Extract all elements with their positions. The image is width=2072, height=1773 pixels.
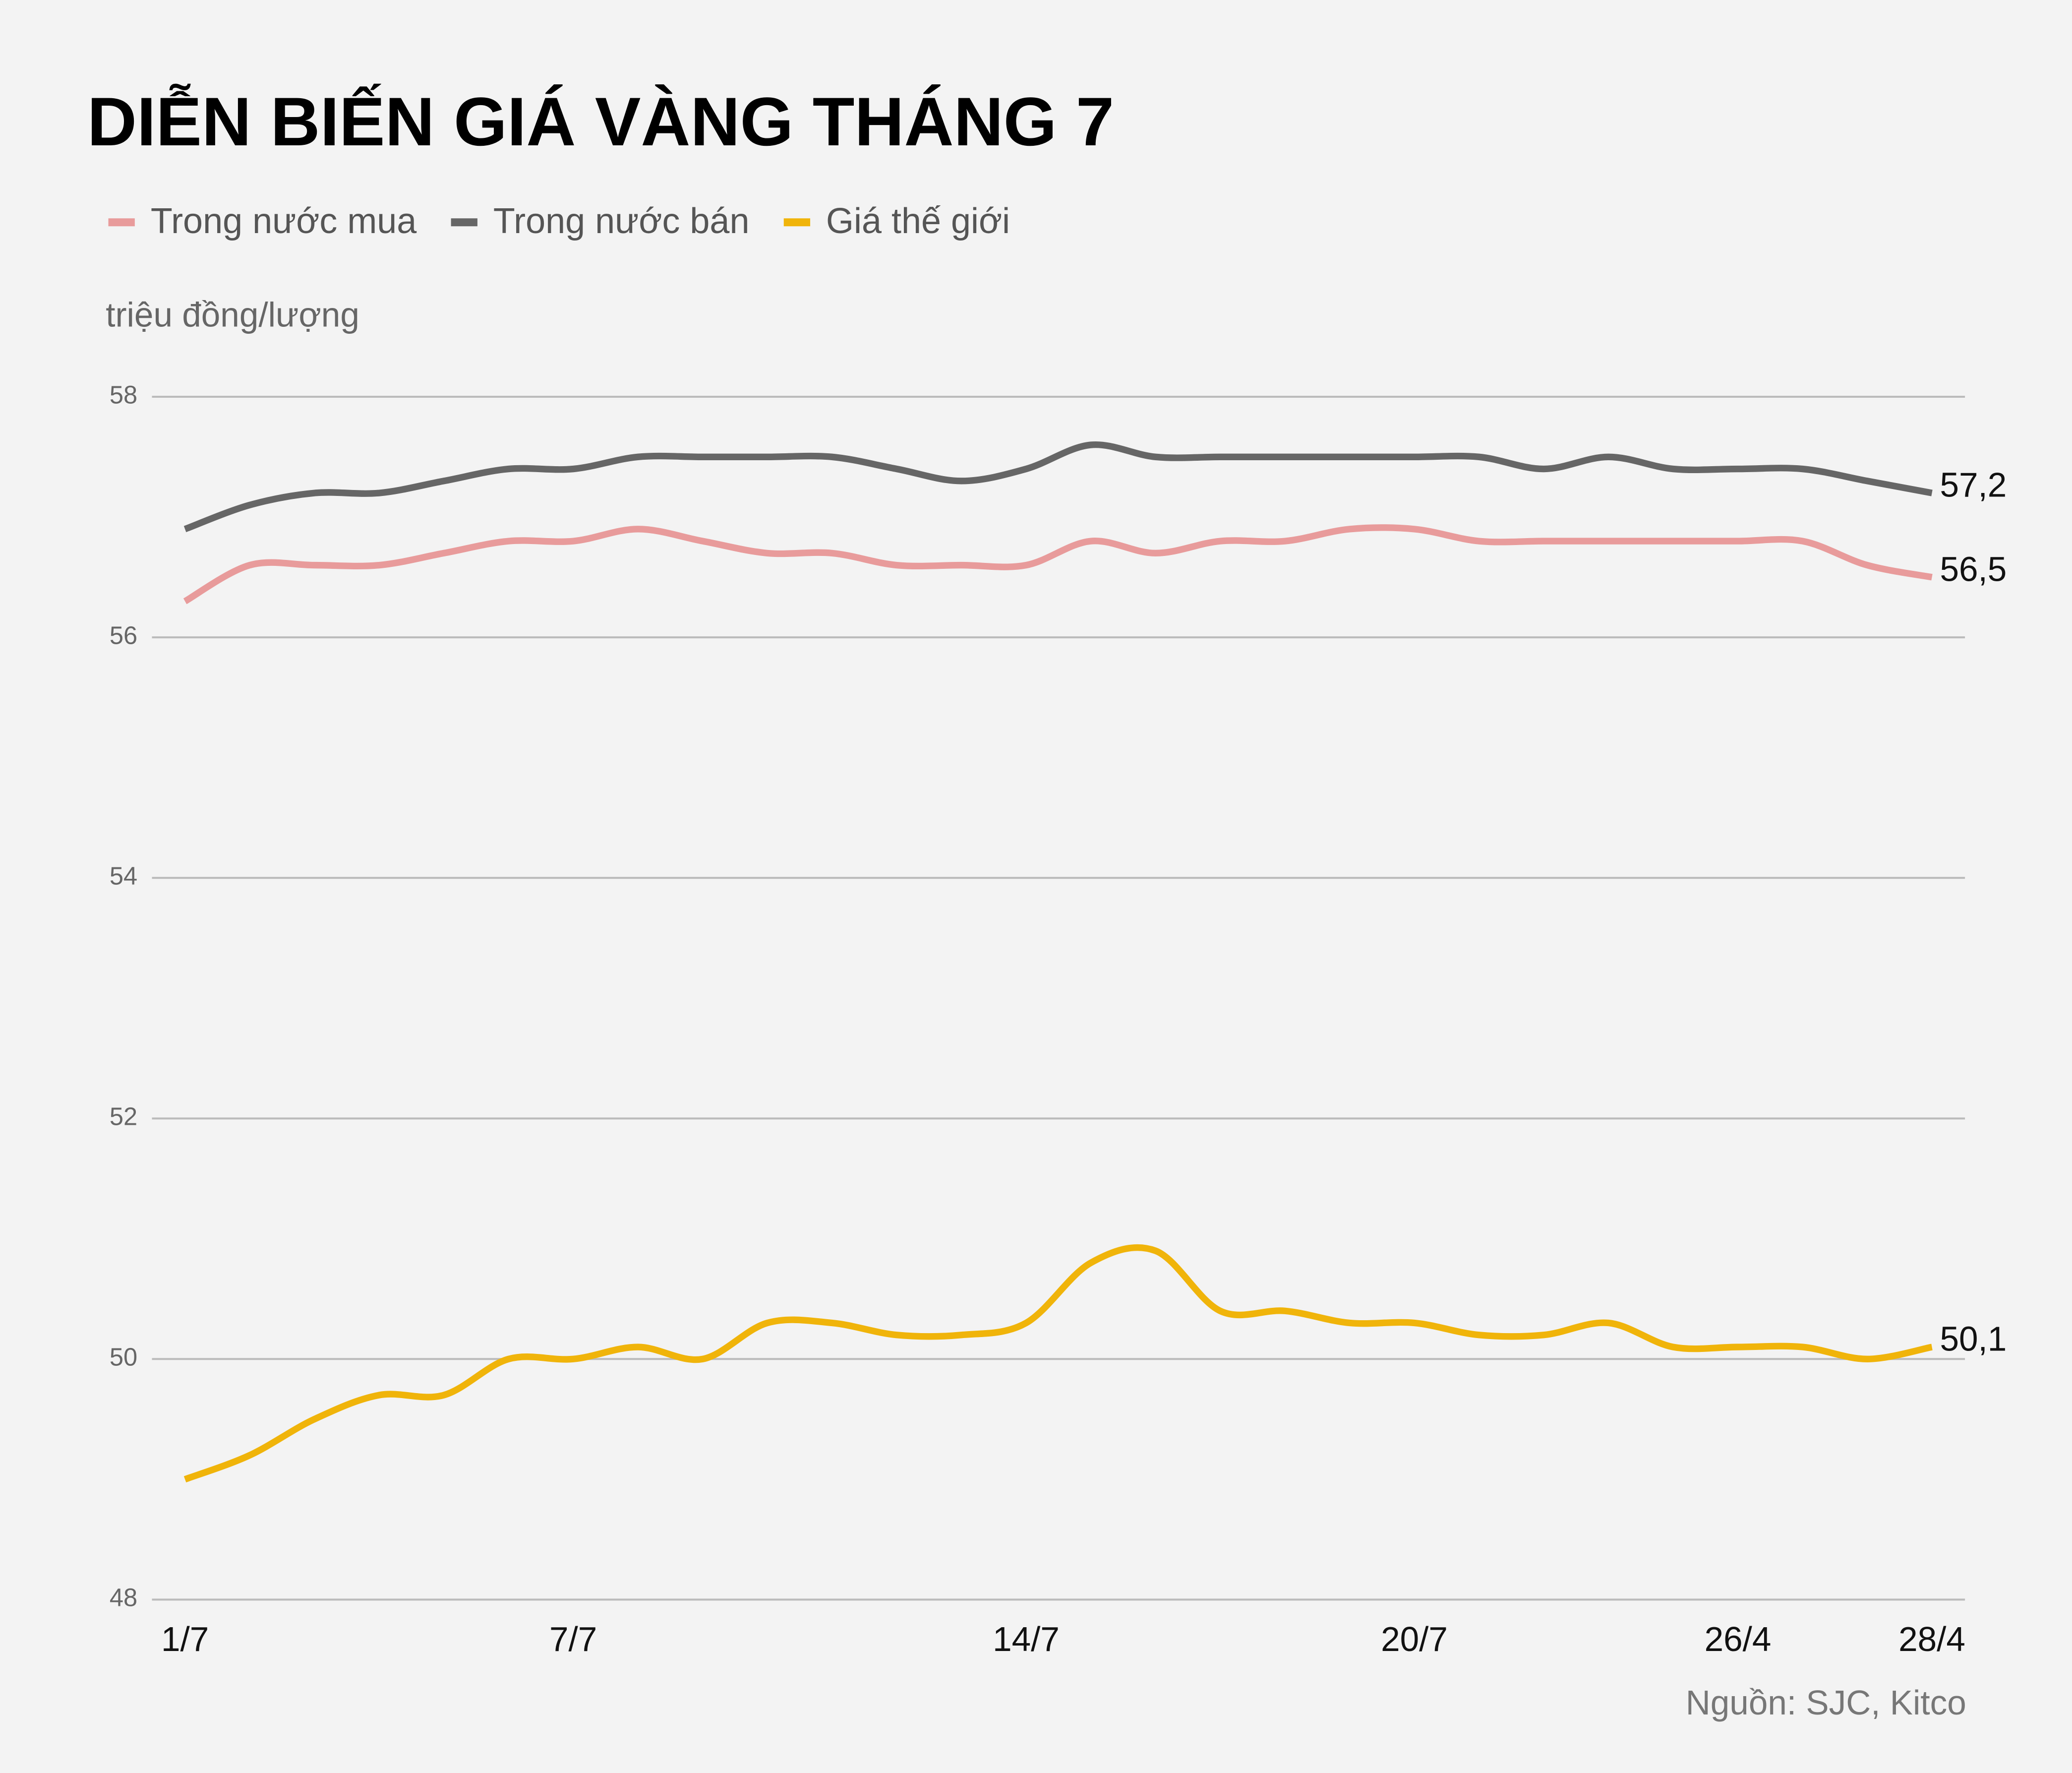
y-tick-label: 48 (110, 1584, 137, 1612)
x-tick-label: 20/7 (1381, 1620, 1448, 1658)
x-tick-label: 28/4 (1898, 1620, 1965, 1658)
legend-label: Trong nước bán (493, 201, 750, 241)
legend-label: Giá thế giới (826, 201, 1010, 241)
y-tick-label: 54 (110, 862, 137, 890)
y-tick-label: 56 (110, 621, 137, 649)
legend-label: Trong nước mua (151, 201, 417, 241)
x-tick-label: 7/7 (549, 1620, 597, 1658)
series-line (183, 1244, 1933, 1483)
source: Nguồn: SJC, Kitco (1686, 1683, 1966, 1722)
x-tick-label: 1/7 (161, 1620, 209, 1658)
y-tick-label: 58 (110, 380, 137, 409)
value-label: 56,5 (1940, 550, 2007, 588)
chart-title: DIỄN BIẾN GIÁ VÀNG THÁNG 7 (87, 83, 1114, 160)
value-label: 57,2 (1940, 466, 2007, 504)
y-tick-label: 50 (110, 1343, 137, 1371)
series-line (183, 524, 1933, 605)
value-label: 50,1 (1940, 1320, 2007, 1358)
series-line (183, 441, 1933, 533)
x-tick-label: 26/4 (1705, 1620, 1772, 1658)
y-tick-label: 52 (110, 1102, 137, 1131)
x-tick-label: 14/7 (993, 1620, 1060, 1658)
y-axis-label: triệu đồng/lượng (106, 295, 359, 334)
